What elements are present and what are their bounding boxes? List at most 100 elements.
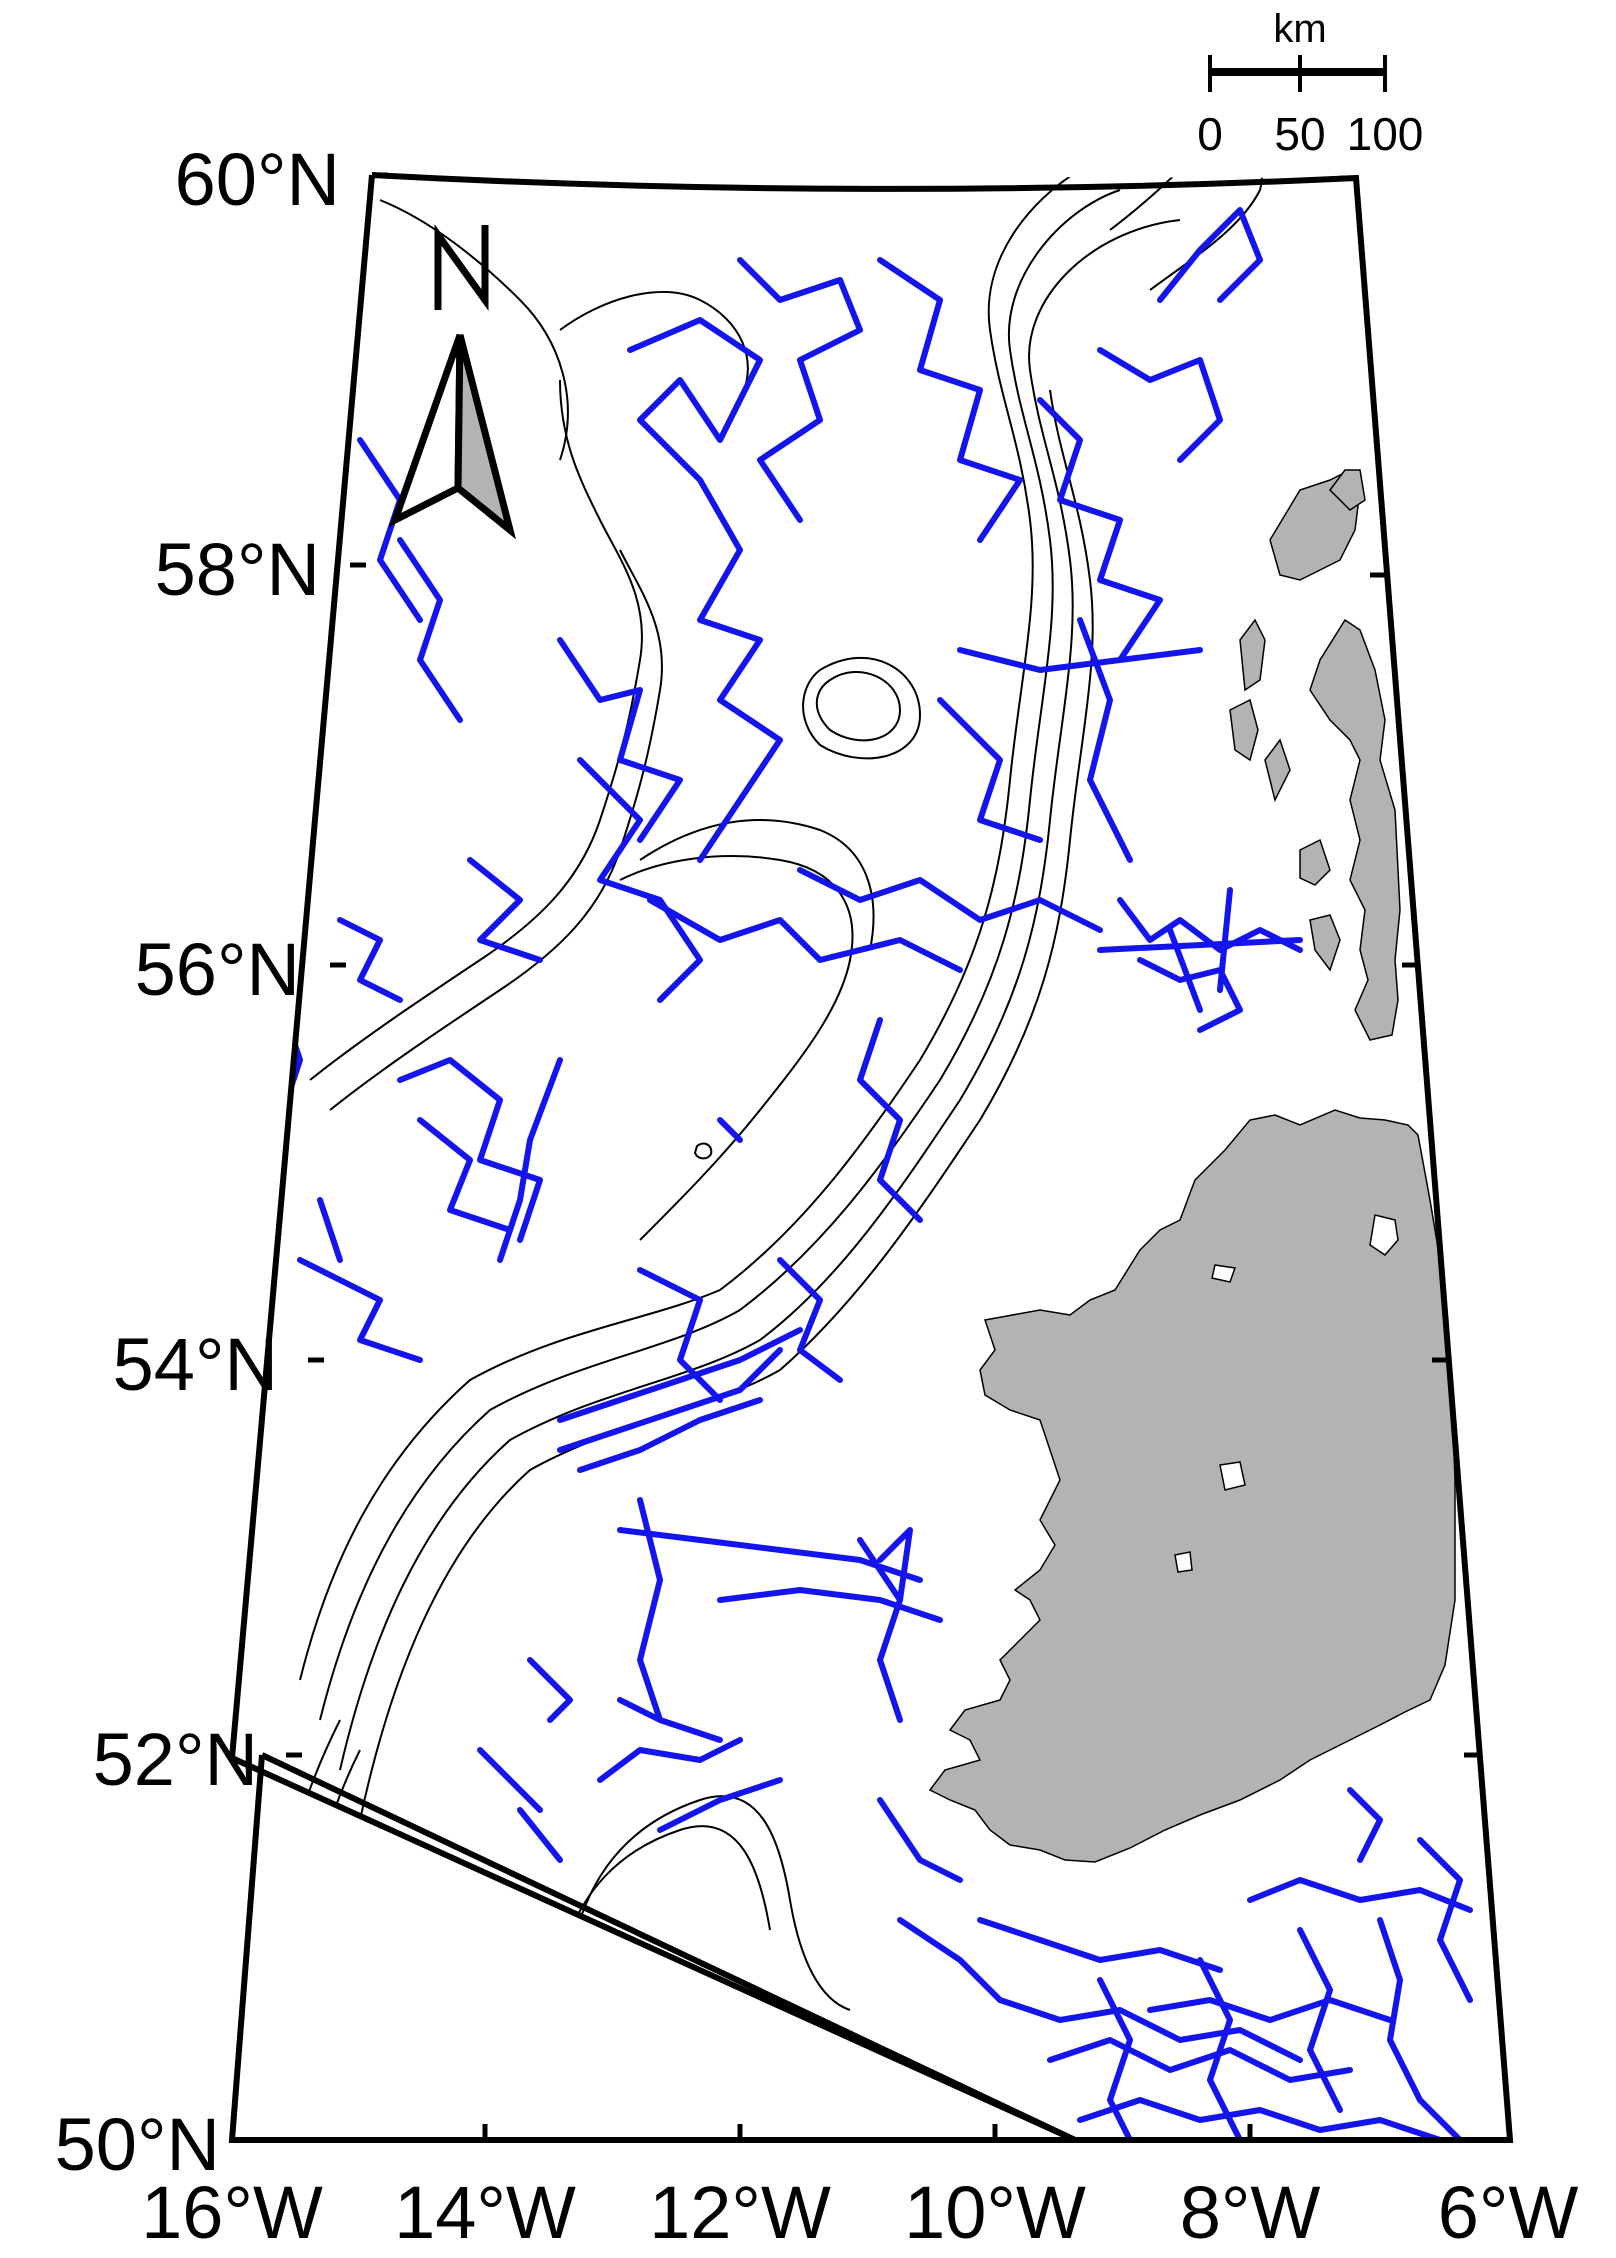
ship-track (1037, 397, 1163, 663)
ship-track (657, 1777, 783, 1833)
contour-line (559, 291, 749, 401)
ship-track (597, 1737, 743, 1783)
ship-track (1297, 1927, 1343, 2113)
north-arrow-right-half (454, 334, 517, 540)
ship-track (497, 1057, 563, 1263)
contour-line (339, 219, 1181, 1771)
ship-track (557, 1327, 803, 1423)
lake (1369, 1214, 1399, 1256)
ship-track (397, 537, 463, 723)
ship-track (637, 1267, 723, 1403)
ship-track (1157, 207, 1263, 303)
island (1299, 838, 1331, 886)
ship-track (527, 1657, 573, 1723)
ship-track (1347, 1787, 1383, 1863)
ship-track (417, 1117, 513, 1233)
mainland-scotland (1309, 618, 1401, 1041)
ship-track (997, 1997, 1303, 2063)
scale-bar-unit: km (1273, 7, 1326, 51)
map-frame (228, 172, 1514, 2143)
north-arrow (388, 224, 517, 540)
north-arrow-letter-shape (434, 224, 489, 311)
lon-ticks (482, 2124, 1253, 2140)
ship-track (1147, 1997, 1393, 2023)
ship-track (877, 1527, 913, 1603)
contour-line (329, 549, 663, 1111)
scale-bar-label-100: 100 (1347, 108, 1424, 160)
ship-track (937, 697, 1043, 843)
ship-track (717, 1117, 743, 1143)
contour-line (379, 199, 569, 461)
ship-track (637, 1497, 723, 1743)
lon-label-6: 6°W (1438, 2171, 1579, 2254)
ship-track (617, 1527, 923, 1583)
ship-track (1217, 887, 1233, 993)
contour-line (559, 1825, 771, 1961)
lon-label-8: 8°W (1180, 2171, 1321, 2254)
ship-track (737, 257, 863, 523)
island (1329, 469, 1366, 511)
scale-bar-label-50: 50 (1274, 108, 1325, 160)
ship-track (627, 317, 783, 863)
ship-track (1197, 1957, 1243, 2143)
ireland-landmass (928, 1109, 1456, 1863)
ship-track (357, 437, 423, 623)
ship-track (797, 867, 1103, 933)
ship-track (577, 757, 703, 1003)
ship-track (1097, 347, 1223, 463)
lake (1211, 1264, 1237, 1283)
contour-line (693, 1142, 713, 1160)
lon-labels: 16°W 14°W 12°W 10°W 8°W 6°W (141, 2171, 1578, 2254)
lon-label-10: 10°W (904, 2171, 1086, 2254)
ship-track (977, 1917, 1223, 1973)
ship-track (897, 1917, 1003, 2003)
ship-track (1077, 617, 1133, 863)
ship-track (1097, 1977, 1143, 2163)
ship-track (557, 637, 683, 843)
ship-track (1047, 2037, 1353, 2083)
ship-track (617, 1697, 663, 1723)
lon-label-12: 12°W (649, 2171, 831, 2254)
lon-label-16: 16°W (141, 2171, 323, 2254)
ship-track (877, 257, 1023, 543)
lake (1219, 1461, 1246, 1491)
contour-line (815, 670, 902, 742)
contour-line (359, 389, 1094, 1821)
lat-label-60: 60°N (175, 138, 340, 221)
ship-track (1137, 957, 1243, 1033)
island (1264, 738, 1291, 803)
ship-track (397, 1057, 543, 1243)
contour-line (619, 855, 854, 1241)
lat-label-56: 56°N (135, 928, 300, 1011)
lat-label-58: 58°N (155, 528, 320, 611)
contour-line (299, 169, 1081, 1681)
contour-line (579, 1795, 851, 2011)
scale-bar-label-0: 0 (1197, 108, 1223, 160)
ship-track (517, 1807, 563, 1863)
ship-track (957, 647, 1203, 673)
ship-track (317, 1197, 343, 1263)
contour-line (319, 189, 1121, 1721)
lat-label-54: 54°N (113, 1323, 278, 1406)
scale-bar: km 0 50 100 (1197, 7, 1423, 160)
ship-track (1377, 1917, 1463, 2143)
north-arrow-left-half (388, 333, 464, 528)
ship-tracks (277, 207, 1473, 2223)
ship-track (557, 1347, 783, 1453)
ship-track (857, 1537, 903, 1723)
ship-track (1167, 927, 1203, 1013)
ship-track (857, 1017, 923, 1223)
map-frame-lower-left (228, 1752, 1077, 2143)
lat-label-50: 50°N (55, 2103, 220, 2186)
lake (1174, 1551, 1193, 1573)
ship-track (877, 1797, 963, 1883)
ship-track (1097, 937, 1303, 953)
scotland-landmass (1229, 468, 1401, 1041)
contour-line (802, 657, 922, 760)
lat-ticks (286, 172, 1480, 1758)
ship-track (477, 1747, 543, 1813)
ship-track (1077, 2097, 1443, 2143)
island (1309, 914, 1341, 972)
